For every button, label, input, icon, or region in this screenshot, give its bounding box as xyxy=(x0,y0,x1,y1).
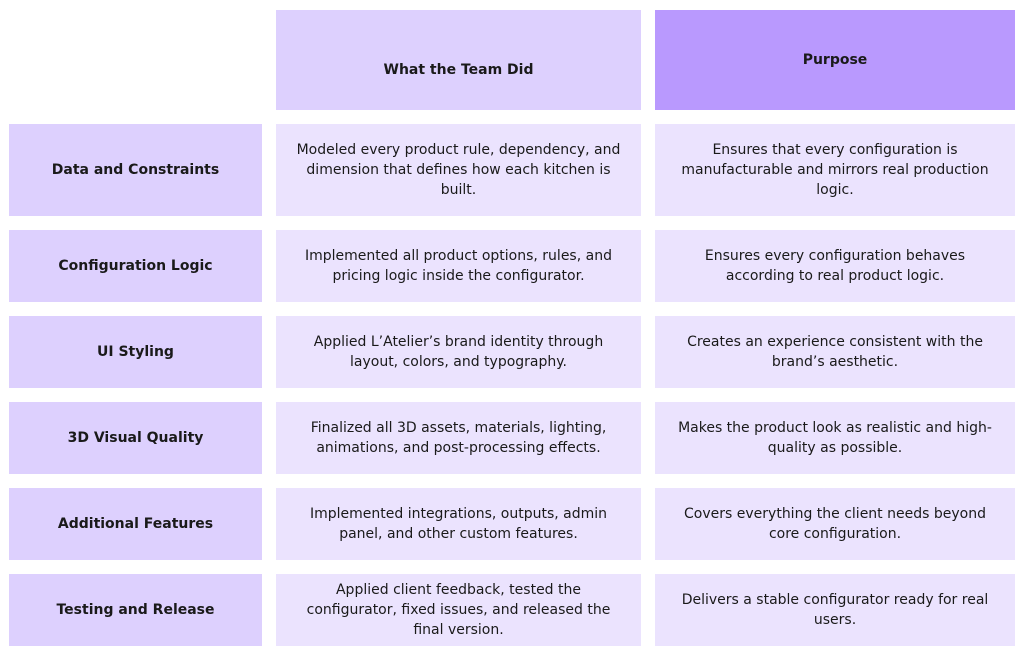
purpose-cell-text: Ensures that every configuration is manu… xyxy=(681,142,989,198)
purpose-cell-text: Covers everything the client needs beyon… xyxy=(684,506,986,542)
purpose-cell-text: Makes the product look as realistic and … xyxy=(678,420,992,456)
what-cell-text: Applied client feedback, tested the conf… xyxy=(306,582,611,638)
purpose-cell-ui-styling: Creates an experience consistent with th… xyxy=(655,316,1015,388)
purpose-cell-3d-visual-quality: Makes the product look as realistic and … xyxy=(655,402,1015,474)
header-what-label: What the Team Did xyxy=(383,62,534,78)
purpose-cell-data-and-constraints: Ensures that every configuration is manu… xyxy=(655,124,1015,216)
row-label-text: Additional Features xyxy=(57,516,214,532)
row-label-text: UI Styling xyxy=(97,344,174,360)
row-label-text: Data and Constraints xyxy=(51,162,220,178)
header-purpose: Purpose xyxy=(655,10,1015,110)
row-label-data-and-constraints: Data and Constraints xyxy=(9,124,262,216)
header-what-the-team-did: What the Team Did xyxy=(276,10,641,110)
what-cell-text: Implemented integrations, outputs, admin… xyxy=(309,506,608,542)
what-cell-text: Implemented all product options, rules, … xyxy=(305,248,612,284)
row-label-ui-styling: UI Styling xyxy=(9,316,262,388)
what-cell-3d-visual-quality: Finalized all 3D assets, materials, ligh… xyxy=(276,402,641,474)
what-cell-text: Applied L’Atelier’s brand identity throu… xyxy=(313,334,604,370)
row-label-text: 3D Visual Quality xyxy=(67,430,204,446)
row-label-text: Testing and Release xyxy=(56,602,215,618)
header-purpose-label: Purpose xyxy=(802,52,868,68)
purpose-cell-configuration-logic: Ensures every configuration behaves acco… xyxy=(655,230,1015,302)
row-label-additional-features: Additional Features xyxy=(9,488,262,560)
purpose-cell-text: Delivers a stable configurator ready for… xyxy=(681,592,989,628)
purpose-cell-text: Ensures every configuration behaves acco… xyxy=(704,248,966,284)
row-label-configuration-logic: Configuration Logic xyxy=(9,230,262,302)
what-cell-configuration-logic: Implemented all product options, rules, … xyxy=(276,230,641,302)
what-cell-text: Finalized all 3D assets, materials, ligh… xyxy=(310,420,607,456)
what-cell-additional-features: Implemented integrations, outputs, admin… xyxy=(276,488,641,560)
what-cell-testing-and-release: Applied client feedback, tested the conf… xyxy=(276,574,641,646)
what-cell-data-and-constraints: Modeled every product rule, dependency, … xyxy=(276,124,641,216)
what-cell-ui-styling: Applied L’Atelier’s brand identity throu… xyxy=(276,316,641,388)
row-label-testing-and-release: Testing and Release xyxy=(9,574,262,646)
purpose-cell-additional-features: Covers everything the client needs beyon… xyxy=(655,488,1015,560)
what-cell-text: Modeled every product rule, dependency, … xyxy=(296,142,621,198)
purpose-cell-testing-and-release: Delivers a stable configurator ready for… xyxy=(655,574,1015,646)
row-label-text: Configuration Logic xyxy=(58,258,213,274)
purpose-cell-text: Creates an experience consistent with th… xyxy=(687,334,983,370)
row-label-3d-visual-quality: 3D Visual Quality xyxy=(9,402,262,474)
